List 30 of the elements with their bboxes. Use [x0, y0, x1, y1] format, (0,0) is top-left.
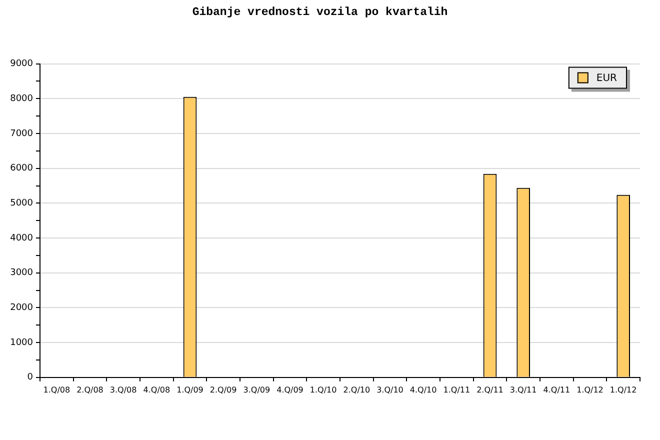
- x-tick-label: 4.Q/08: [143, 385, 170, 394]
- y-tick-label: 3000: [10, 268, 34, 278]
- x-tick-label: 3.Q/08: [110, 385, 137, 394]
- y-tick-label: 1000: [10, 338, 34, 348]
- y-tick-label: 0: [27, 372, 34, 383]
- x-tick-label: 1.Q/08: [43, 385, 70, 394]
- y-tick-label: 9000: [10, 59, 34, 70]
- legend-label: EUR: [596, 72, 618, 84]
- y-tick-label: 2000: [10, 303, 34, 314]
- x-tick-label: 4.Q/09: [276, 385, 304, 394]
- x-tick-label: 1.Q/12: [610, 385, 637, 394]
- x-tick-label: 1.Q/12: [576, 385, 604, 394]
- x-tick-label: 1.Q/11: [443, 385, 470, 394]
- x-tick-label: 2.Q/09: [210, 385, 237, 394]
- x-tick-label: 2.Q/08: [76, 385, 104, 394]
- y-tick-label: 7000: [10, 128, 34, 139]
- chart-title: Gibanje vrednosti vozila po kvartalih: [192, 6, 448, 19]
- x-tick-label: 3.Q/11: [510, 385, 537, 394]
- x-tick-label: 2.Q/10: [343, 385, 370, 394]
- x-tick-label: 1.Q/09: [176, 385, 204, 394]
- x-tick-label: 3.Q/10: [376, 385, 404, 394]
- y-tick-label: 6000: [10, 164, 34, 174]
- y-tick-label: 4000: [10, 233, 34, 244]
- x-tick-label: 4.Q/11: [543, 385, 570, 394]
- x-tick-label: 1.Q/10: [310, 385, 337, 394]
- x-tick-label: 2.Q/11: [476, 385, 504, 394]
- y-tick-label: 5000: [10, 198, 34, 209]
- x-tick-label: 3.Q/09: [243, 385, 270, 394]
- y-tick-label: 8000: [10, 94, 34, 104]
- x-tick-label: 4.Q/10: [410, 385, 437, 394]
